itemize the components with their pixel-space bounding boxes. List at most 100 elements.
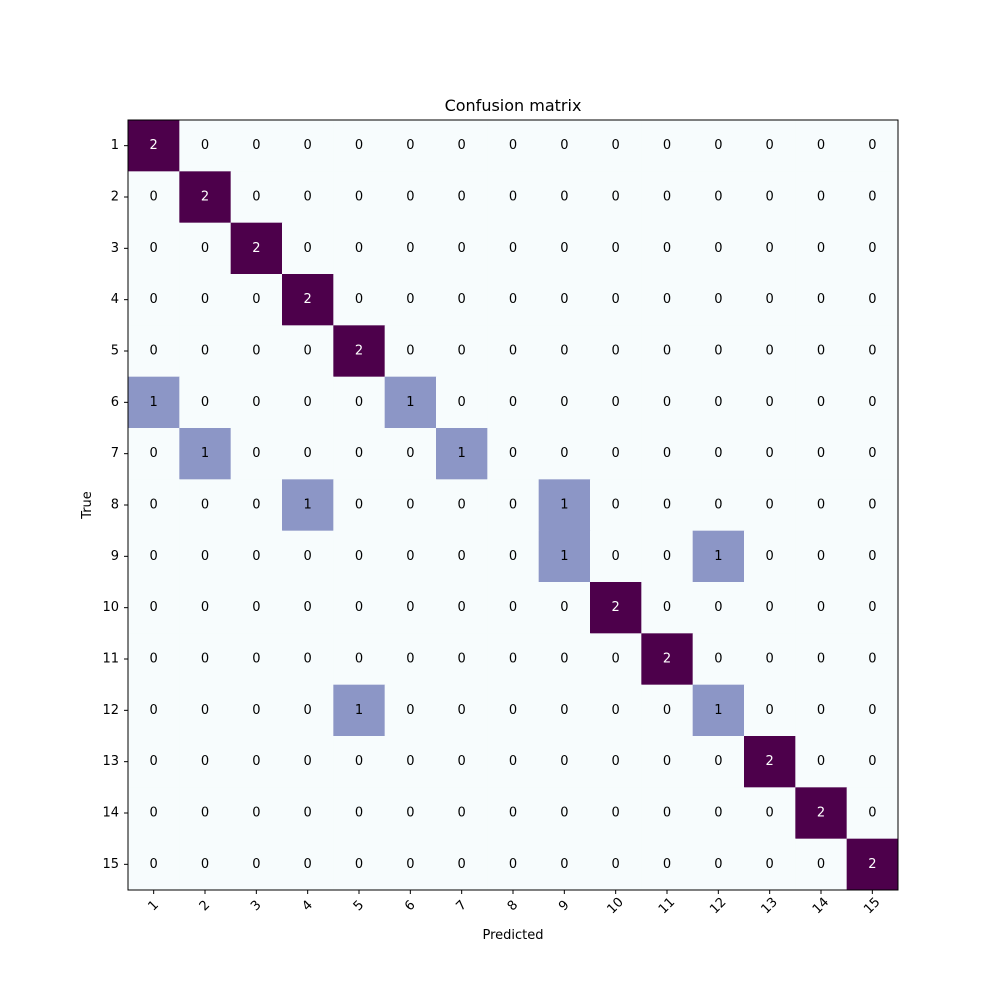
heatmap-cell [744,479,796,532]
heatmap-cell-value: 1 [714,549,722,564]
x-tick-label: 14 [810,895,832,917]
heatmap-cell-value: 0 [560,857,568,872]
heatmap-cell-value: 0 [509,395,517,410]
heatmap-cell [795,274,848,326]
heatmap-cell-value: 0 [201,703,209,718]
heatmap-cell-value: 0 [868,344,876,359]
heatmap-cell [641,428,694,480]
heatmap-cell-value: 0 [663,498,671,513]
heatmap-cell [795,787,848,840]
heatmap-cell-value: 0 [304,600,312,615]
heatmap-cell [384,222,437,275]
heatmap-cell [128,428,180,480]
heatmap-cell-value: 0 [150,549,158,564]
heatmap-cell [846,479,899,532]
heatmap-cell-value: 0 [560,600,568,615]
heatmap-cell-value: 0 [304,703,312,718]
heatmap-cell-value: 0 [560,806,568,821]
heatmap-cell-value: 0 [406,703,414,718]
heatmap-cell [384,838,437,891]
heatmap-cell [744,684,796,737]
heatmap-cell [538,530,591,583]
heatmap-cell-value: 0 [304,446,312,461]
heatmap-cell-value: 0 [201,498,209,513]
heatmap-cell-value: 0 [355,292,363,307]
heatmap-cell-value: 0 [612,754,620,769]
heatmap-cell [436,428,488,480]
x-tick-label: 8 [505,898,521,914]
heatmap-cell-value: 0 [663,344,671,359]
heatmap-cell [744,376,796,429]
heatmap-cell-value: 0 [150,190,158,205]
heatmap-cell-value: 0 [817,292,825,307]
heatmap-cell [487,376,540,429]
heatmap-cell-value: 0 [868,241,876,256]
heatmap-cell [384,633,437,686]
heatmap-cell-value: 0 [458,241,466,256]
heatmap-cell [744,222,796,275]
heatmap-cell [333,530,386,583]
heatmap-cell-value: 0 [766,652,774,667]
heatmap-cell [282,633,334,686]
heatmap-cell-value: 0 [150,498,158,513]
heatmap-cell [179,582,232,634]
heatmap-cell-value: 0 [714,241,722,256]
heatmap-cell [230,428,283,480]
heatmap-cell-value: 0 [509,600,517,615]
heatmap-cell [744,736,796,788]
heatmap-cell-value: 0 [766,806,774,821]
heatmap-cell [538,582,591,634]
heatmap-cell-value: 0 [406,600,414,615]
heatmap-cell [384,479,437,532]
heatmap-cell [179,428,232,480]
heatmap-cell-value: 0 [868,395,876,410]
heatmap-cell-value: 0 [201,549,209,564]
heatmap-cell [641,838,694,891]
heatmap-cell [795,736,848,788]
heatmap-cell [333,428,386,480]
heatmap-cell-value: 1 [304,498,312,513]
heatmap-cell [282,376,334,429]
heatmap-cell [179,838,232,891]
heatmap-cell-value: 0 [406,652,414,667]
heatmap-cell [128,376,180,429]
heatmap-cell [128,325,180,378]
heatmap-cell-value: 0 [560,344,568,359]
heatmap-cell [384,376,437,429]
heatmap-cell [641,530,694,583]
y-tick-label: 8 [111,498,119,513]
heatmap-cell-value: 0 [252,138,260,153]
heatmap-cell [179,171,232,224]
heatmap-cell-value: 0 [304,754,312,769]
heatmap-cell [282,838,334,891]
heatmap-cell-value: 0 [458,857,466,872]
heatmap-cell [179,325,232,378]
heatmap-cell-value: 2 [612,600,620,615]
heatmap-cell-value: 1 [714,703,722,718]
y-tick-label: 13 [102,754,119,769]
heatmap-cell [333,274,386,326]
heatmap-cell [692,787,745,840]
heatmap-cell-value: 0 [868,652,876,667]
heatmap-cell-value: 0 [766,498,774,513]
heatmap-cell [282,479,334,532]
heatmap-cell-value: 0 [252,292,260,307]
heatmap-cell [692,120,745,172]
heatmap-cell [744,120,796,172]
y-tick-label: 4 [111,292,119,307]
heatmap-cell [590,838,642,891]
x-tick-label: 1 [145,898,161,914]
heatmap-cell [436,530,488,583]
heatmap-cell [230,684,283,737]
heatmap-cell [590,120,642,172]
x-tick-label: 7 [453,898,469,914]
heatmap-cell [641,684,694,737]
x-tick-label: 10 [605,895,627,917]
heatmap-cell-value: 0 [304,857,312,872]
y-axis-title: True [80,491,95,520]
heatmap-cell [538,428,591,480]
heatmap-cell-value: 0 [560,754,568,769]
heatmap-cell [538,838,591,891]
heatmap-cell [230,376,283,429]
heatmap-cell [590,479,642,532]
